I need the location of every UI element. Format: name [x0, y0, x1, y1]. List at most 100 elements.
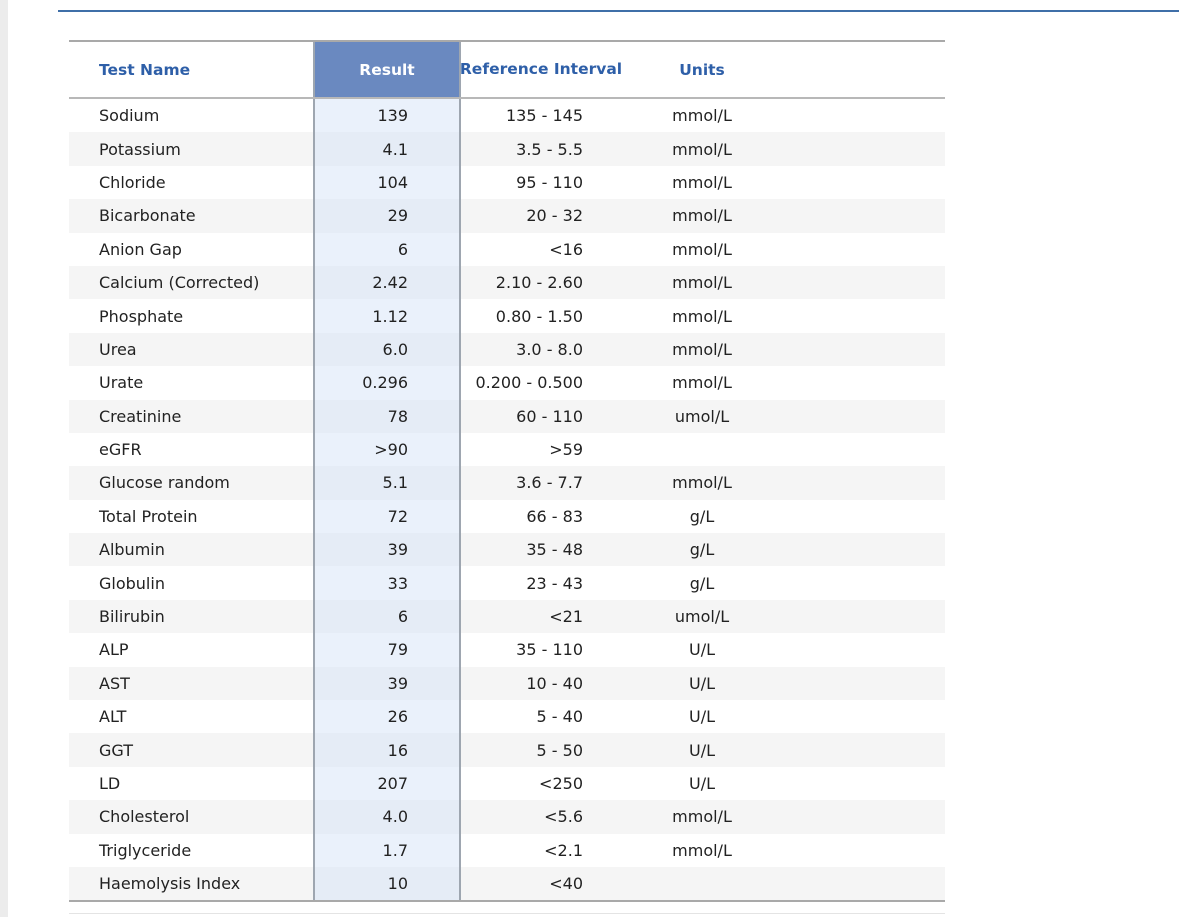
side-strip: [0, 0, 8, 917]
test-name: Bilirubin: [99, 607, 165, 627]
table-row: Creatinine 78 60 - 110 umol/L: [69, 399, 945, 433]
table-row: Bilirubin 6 <21 umol/L: [69, 599, 945, 634]
table-row: AST 39 10 - 40 U/L: [69, 666, 945, 701]
units: mmol/L: [672, 239, 732, 259]
table-row: Phosphate 1.12 0.80 - 1.50 mmol/L: [69, 299, 945, 333]
reference-interval: 135 - 145: [505, 106, 583, 126]
units: mmol/L: [672, 306, 732, 326]
units: [629, 433, 775, 466]
test-name: LD: [99, 774, 121, 793]
reference-interval: 5 - 40: [536, 707, 583, 727]
table-body: Sodium 139 135 - 145 mmol/L Potassium 4.1 3.5 …: [69, 99, 945, 901]
result: 78: [313, 399, 461, 433]
table-row: Albumin 39 35 - 48 g/L: [69, 533, 945, 567]
units: U/L: [688, 707, 715, 727]
table-row: Triglyceride 1.7 <2.1 mmol/L: [69, 833, 945, 867]
test-name: Urea: [99, 339, 137, 359]
result: 6.0: [313, 332, 461, 367]
bottom-rule: [69, 913, 945, 914]
test-name: Urate: [99, 373, 144, 393]
test-name: Chloride: [99, 172, 166, 192]
result: 4.0: [313, 800, 461, 834]
test-name: Cholesterol: [99, 807, 190, 827]
result: 207: [313, 766, 461, 801]
header-row: Test Name Result Reference Interval Unit…: [69, 40, 945, 99]
units: mmol/L: [672, 139, 732, 159]
test-name: Calcium (Corrected): [99, 273, 260, 293]
test-name: AST: [99, 673, 130, 693]
reference-interval: 0.200 - 0.500: [475, 373, 583, 393]
test-name: Glucose random: [99, 473, 230, 493]
units: g/L: [689, 573, 715, 593]
result: 104: [313, 165, 461, 200]
units: mmol/L: [672, 840, 732, 860]
result: 79: [313, 633, 461, 667]
units: mmol/L: [672, 807, 732, 827]
test-name: GGT: [99, 740, 133, 760]
header-cell: Reference Interval: [459, 60, 623, 79]
result: 72: [313, 499, 461, 534]
table-row: eGFR >90 >59: [69, 432, 945, 467]
result: 2.42: [313, 265, 461, 300]
result: 26: [313, 700, 461, 734]
units: g/L: [689, 540, 715, 560]
reference-interval: 66 - 83: [526, 506, 583, 526]
result: 16: [313, 733, 461, 767]
test-name: Total Protein: [99, 506, 198, 526]
test-name: Triglyceride: [99, 840, 192, 860]
reference-interval: 2.10 - 2.60: [495, 273, 583, 293]
test-name: Albumin: [99, 540, 165, 560]
reference-interval: 3.0 - 8.0: [516, 339, 583, 359]
table-row: Chloride 104 95 - 110 mmol/L: [69, 165, 945, 200]
test-name: Phosphate: [99, 306, 184, 326]
result: 39: [313, 666, 461, 701]
table-row: Sodium 139 135 - 145 mmol/L: [69, 99, 945, 133]
result: 5.1: [313, 466, 461, 500]
units: mmol/L: [672, 172, 732, 192]
result: 10: [313, 866, 461, 901]
result: 29: [313, 199, 461, 233]
units: U/L: [688, 640, 715, 660]
top-rule: [58, 10, 1179, 12]
table-row: Urate 0.296 0.200 - 0.500 mmol/L: [69, 366, 945, 400]
units: g/L: [689, 506, 715, 526]
reference-interval: 10 - 40: [526, 673, 583, 693]
units: [629, 867, 775, 900]
reference-interval: 0.80 - 1.50: [495, 306, 583, 326]
result: >90: [313, 432, 461, 467]
units: U/L: [688, 774, 715, 793]
reference-interval: <2.1: [544, 840, 583, 860]
reference-interval: 35 - 48: [526, 540, 583, 560]
reference-interval: 23 - 43: [526, 573, 583, 593]
table-row: Globulin 33 23 - 43 g/L: [69, 566, 945, 600]
results-table: Test Name Result Reference Interval Unit…: [69, 40, 945, 903]
result: 33: [313, 566, 461, 600]
units: mmol/L: [672, 473, 732, 493]
units: umol/L: [674, 406, 730, 426]
units: mmol/L: [672, 373, 732, 393]
units: mmol/L: [672, 273, 732, 293]
reference-interval: 95 - 110: [516, 172, 583, 192]
table-row: Anion Gap 6 <16 mmol/L: [69, 232, 945, 266]
result: 4.1: [313, 132, 461, 166]
units: mmol/L: [672, 339, 732, 359]
header-cell: Units: [679, 60, 725, 79]
test-name: Globulin: [99, 573, 165, 593]
header-cell: Test Name: [99, 60, 191, 79]
units: mmol/L: [672, 206, 732, 226]
table-row: LD 207 <250 U/L: [69, 766, 945, 801]
test-name: ALT: [99, 707, 127, 727]
test-name: Anion Gap: [99, 239, 182, 259]
test-name: Creatinine: [99, 406, 182, 426]
result: 6: [313, 599, 461, 634]
reference-interval: >59: [549, 440, 583, 460]
table-row: Urea 6.0 3.0 - 8.0 mmol/L: [69, 332, 945, 367]
units: umol/L: [674, 607, 730, 627]
test-name: eGFR: [99, 440, 142, 460]
reference-interval: 20 - 32: [526, 206, 583, 226]
table-row: GGT 16 5 - 50 U/L: [69, 733, 945, 767]
table-row: Calcium (Corrected) 2.42 2.10 - 2.60 mmol/L: [69, 265, 945, 300]
reference-interval: 3.5 - 5.5: [516, 139, 583, 159]
test-name: ALP: [99, 640, 129, 660]
